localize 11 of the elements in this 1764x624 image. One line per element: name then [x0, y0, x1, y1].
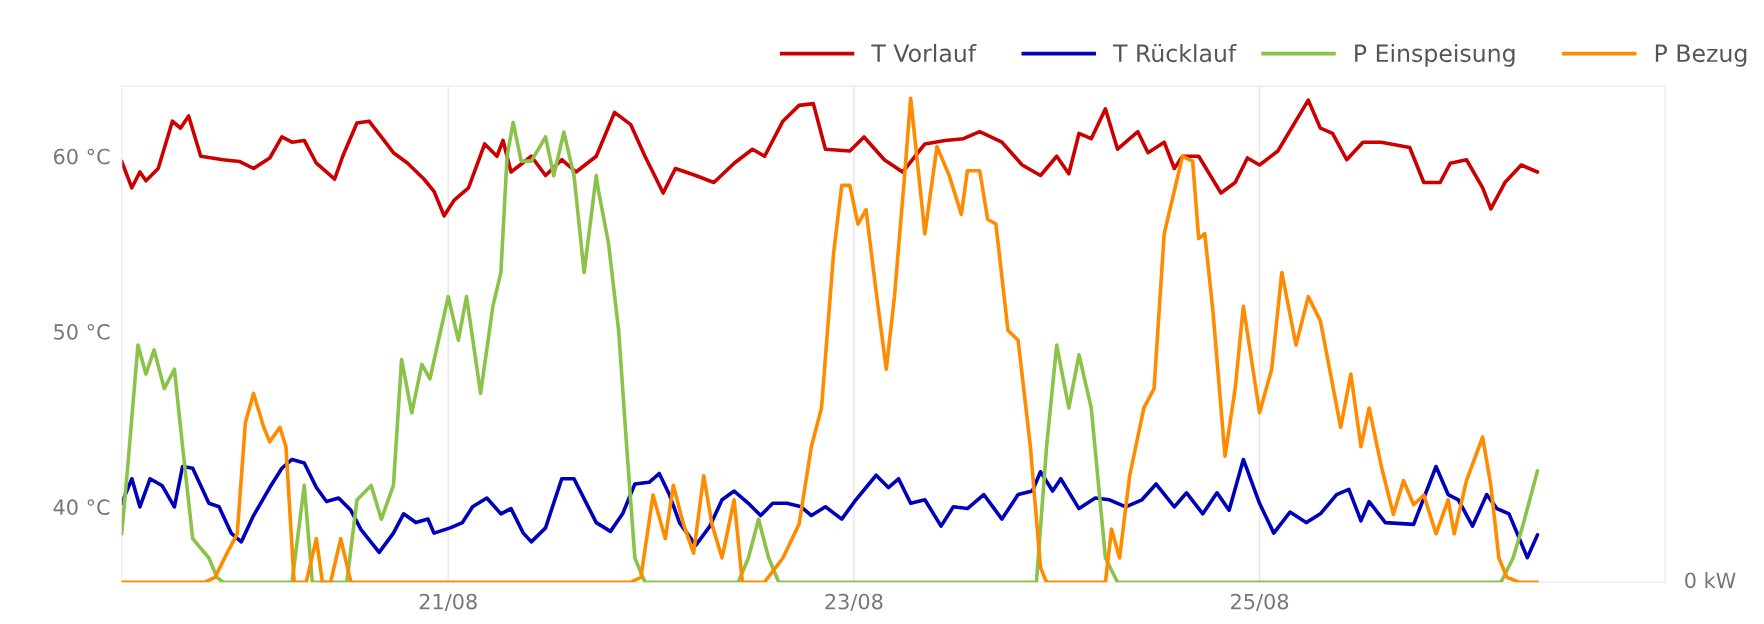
x-tick-label: 21/08: [419, 593, 477, 612]
legend-label: P Einspeisung: [1355, 43, 1515, 67]
y-tick-label: 50 °C: [54, 323, 110, 340]
legend-label: P Bezug: [1655, 44, 1747, 67]
legend-label: T Rücklauf: [1112, 43, 1237, 63]
y-tick-label: 60 °C: [53, 148, 110, 165]
legend-label: T Vorlauf: [871, 43, 977, 63]
text: 0 kW: [1685, 572, 1736, 589]
x-tick-label: 25/08: [1231, 593, 1289, 612]
x-tick-label: 23/08: [825, 593, 883, 612]
y-tick-label: 40 °C: [53, 499, 110, 516]
